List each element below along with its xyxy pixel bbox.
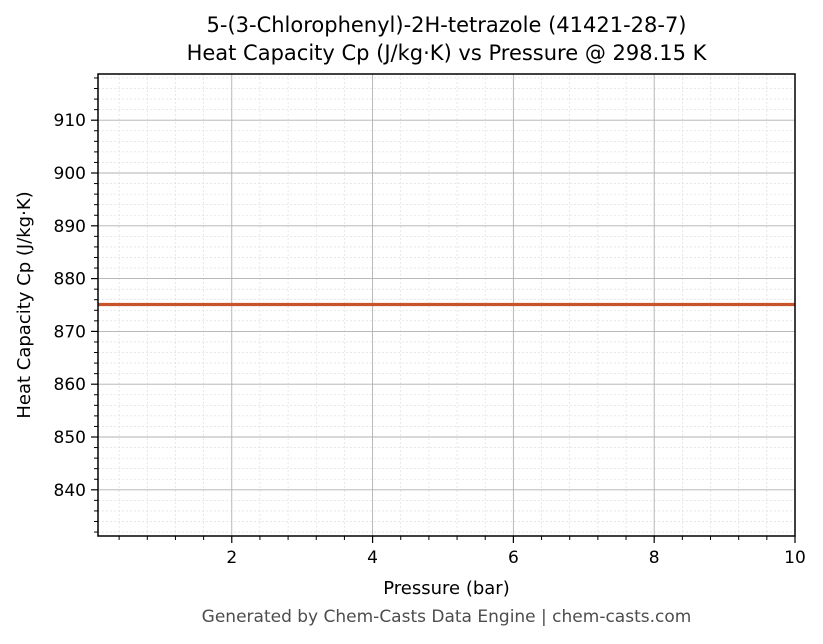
x-tick-label: 6 — [508, 548, 519, 568]
x-tick-label: 2 — [226, 548, 237, 568]
y-tick-label: 880 — [54, 270, 86, 290]
minor-grid — [98, 74, 795, 536]
plot-frame — [97, 73, 796, 537]
x-tick-label: 4 — [367, 548, 378, 568]
y-tick-label: 840 — [54, 481, 86, 501]
chart-title: 5-(3-Chlorophenyl)-2H-tetrazole (41421-2… — [206, 13, 687, 37]
y-tick-label: 850 — [54, 428, 86, 448]
y-axis-label: Heat Capacity Cp (J/kg·K) — [14, 191, 35, 418]
x-tick-label: 8 — [649, 548, 660, 568]
x-tick-label: 10 — [784, 548, 806, 568]
y-tick-label: 890 — [54, 217, 86, 237]
chart-subtitle: Heat Capacity Cp (J/kg·K) vs Pressure @ … — [186, 41, 707, 65]
y-tick-label: 900 — [54, 164, 86, 184]
y-tick-label: 860 — [54, 375, 86, 395]
y-tick-labels: 840 850 860 870 880 890 900 910 — [54, 111, 86, 501]
axis-ticks — [91, 77, 796, 543]
y-tick-label: 910 — [54, 111, 86, 131]
y-tick-label: 870 — [54, 322, 86, 342]
x-tick-labels: 2 4 6 8 10 — [226, 548, 805, 568]
footer-credit: Generated by Chem-Casts Data Engine | ch… — [201, 607, 692, 627]
x-axis-label: Pressure (bar) — [383, 578, 509, 599]
